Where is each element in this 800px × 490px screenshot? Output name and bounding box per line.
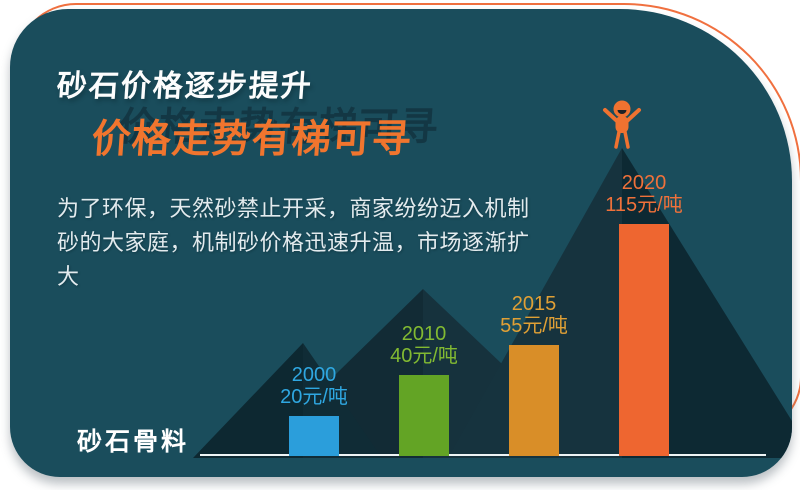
headline-subtitle: 砂石价格逐步提升	[55, 70, 314, 103]
bar-year: 2010	[401, 323, 447, 345]
description-text: 为了环保，天然砂禁止开采，商家纷纷迈入机制砂的大家庭，机制砂价格迅速升温，市场逐…	[57, 196, 530, 289]
bar-label-2020: 2020 115元/吨	[605, 172, 682, 216]
bar-price: 40元/吨	[390, 345, 458, 367]
chart-baseline	[200, 454, 766, 456]
bar-label-2000: 2000 20元/吨	[280, 364, 348, 408]
bar-price: 55元/吨	[500, 315, 568, 337]
brand-label: 砂石骨料	[77, 428, 190, 456]
bar-2020	[619, 224, 669, 456]
bar-2010	[399, 375, 449, 456]
bar-label-2015: 2015 55元/吨	[500, 293, 568, 337]
headline-title: 价格走势有梯可寻	[90, 118, 414, 161]
bar-2000	[289, 416, 339, 456]
infographic-card: 砂石价格逐步提升 价格走势有梯可寻 为了环保，天然砂禁止开采，商家纷纷迈入机制砂…	[10, 9, 792, 477]
bar-price: 115元/吨	[605, 194, 683, 216]
bar-year: 2020	[621, 172, 667, 194]
bar-label-2010: 2010 40元/吨	[390, 323, 458, 367]
person-icon	[603, 100, 641, 149]
bar-price: 20元/吨	[280, 386, 348, 408]
bar-year: 2000	[291, 364, 337, 386]
bar-2015	[509, 345, 559, 456]
bar-year: 2015	[511, 293, 557, 315]
